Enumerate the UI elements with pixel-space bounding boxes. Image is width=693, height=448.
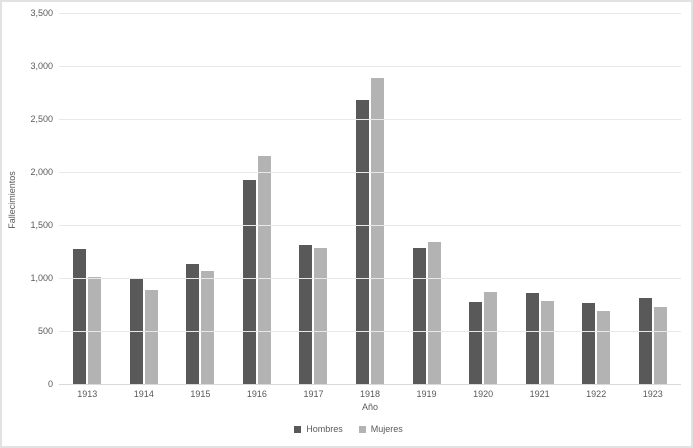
legend-item-mujeres: Mujeres (358, 424, 403, 434)
gridline (59, 66, 681, 67)
bar-group-1917 (285, 13, 342, 384)
bar-hombres-1916 (242, 180, 256, 384)
x-axis-title: Año (361, 402, 378, 412)
bar-mujeres-1920 (484, 291, 498, 384)
legend-swatch-icon (294, 425, 302, 433)
x-tick-label-1922: 1922 (586, 389, 607, 399)
bar-group-1919 (398, 13, 455, 384)
y-tick-label: 500 (37, 326, 53, 336)
bar-mujeres-1923 (653, 306, 667, 384)
bar-group-1916 (229, 13, 286, 384)
y-tick-label: 2,500 (30, 114, 53, 124)
bar-group-1921 (511, 13, 568, 384)
bar-mujeres-1914 (144, 289, 158, 384)
bar-group-1923 (624, 13, 681, 384)
bar-hombres-1923 (638, 298, 652, 384)
bar-mujeres-1917 (314, 248, 328, 384)
bar-hombres-1919 (412, 248, 426, 384)
gridline (59, 13, 681, 14)
bar-mujeres-1919 (427, 241, 441, 384)
x-tick-label-1921: 1921 (529, 389, 550, 399)
y-tick-label: 1,500 (30, 220, 53, 230)
bar-group-1913 (59, 13, 116, 384)
y-tick-label: 1,000 (30, 273, 53, 283)
bar-mujeres-1921 (540, 301, 554, 384)
y-tick-label: 3,500 (30, 8, 53, 18)
bar-group-1918 (342, 13, 399, 384)
gridline (59, 172, 681, 173)
bar-mujeres-1916 (257, 156, 271, 384)
x-axis-line (59, 384, 681, 385)
y-tick-label: 0 (47, 379, 53, 389)
x-tick-label-1919: 1919 (416, 389, 437, 399)
bar-group-1915 (172, 13, 229, 384)
x-tick-label-1918: 1918 (359, 389, 381, 399)
legend-label: Hombres (306, 424, 343, 434)
x-axis-labels: 1913 1914 1915 1916 1917 1918 1919 1920 1921 1922… (59, 389, 681, 399)
legend: Hombres Mujeres (2, 424, 691, 434)
y-tick-label: 2,000 (30, 167, 53, 177)
bar-mujeres-1913 (88, 276, 102, 384)
bar-mujeres-1915 (201, 270, 215, 384)
y-axis-ticks: 0 500 1,000 1,500 2,000 2,500 3,000 3,500 (2, 2, 53, 446)
x-tick-label-1913: 1913 (77, 389, 98, 399)
x-tick-label-1917: 1917 (303, 389, 324, 399)
bar-hombres-1913 (73, 249, 87, 384)
bar-mujeres-1922 (597, 310, 611, 384)
bar-hombres-1922 (582, 303, 596, 384)
bar-group-1922 (568, 13, 625, 384)
legend-swatch-icon (358, 425, 366, 433)
y-tick-label: 3,000 (30, 61, 53, 71)
bar-hombres-1921 (525, 292, 539, 384)
bar-hombres-1915 (186, 264, 200, 384)
bar-hombres-1918 (356, 99, 369, 384)
bar-group-1914 (116, 13, 173, 384)
bar-hombres-1917 (299, 245, 313, 384)
x-tick-label-1914: 1914 (133, 389, 154, 399)
gridline (59, 278, 681, 279)
legend-item-hombres: Hombres (294, 424, 343, 434)
x-tick-label-1916: 1916 (246, 389, 267, 399)
bar-mujeres-1918 (371, 77, 384, 384)
gridline (59, 331, 681, 332)
bar-groups (59, 13, 681, 384)
bar-group-1920 (455, 13, 512, 384)
gridline (59, 119, 681, 120)
x-tick-label-1915: 1915 (190, 389, 211, 399)
plot-area (59, 13, 681, 385)
legend-label: Mujeres (370, 424, 403, 434)
x-tick-label-1923: 1923 (642, 389, 663, 399)
gridline (59, 225, 681, 226)
bar-hombres-1920 (469, 302, 483, 384)
x-tick-label-1920: 1920 (473, 389, 494, 399)
